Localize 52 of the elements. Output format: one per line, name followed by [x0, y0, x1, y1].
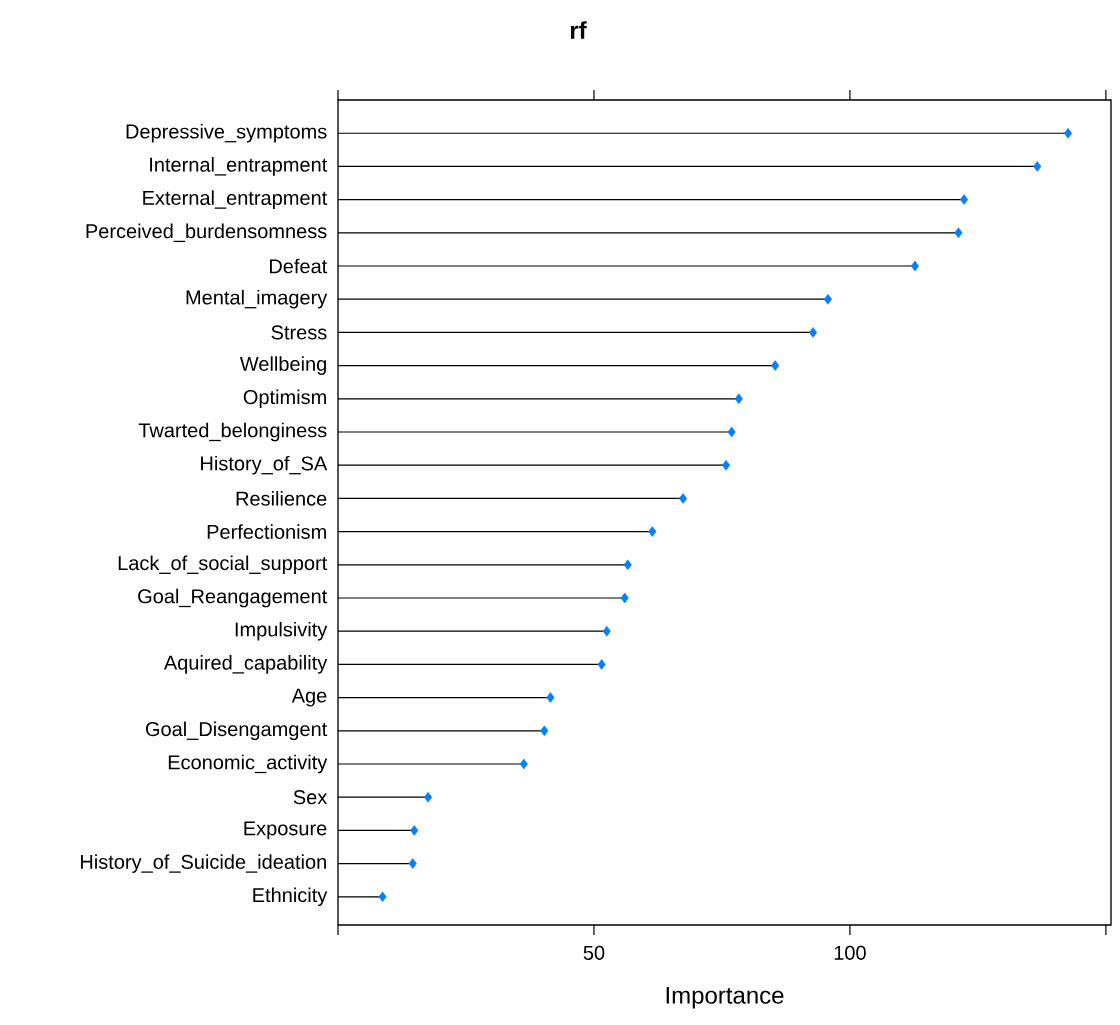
- point: [679, 493, 688, 504]
- chart-title: rf: [570, 21, 587, 39]
- y-tick-label: Goal_Disengamgent: [145, 721, 328, 741]
- point: [408, 858, 417, 869]
- point: [1033, 161, 1042, 172]
- point: [734, 393, 743, 405]
- y-tick-label: Ethnicity: [253, 887, 328, 907]
- point: [546, 692, 555, 703]
- y-tick-label: Twarted_belonginess: [138, 422, 327, 442]
- point: [540, 725, 549, 737]
- point: [623, 559, 632, 571]
- point: [620, 592, 629, 604]
- point: [519, 758, 528, 770]
- y-tick-label: Aquired_capability: [163, 655, 328, 674]
- y-tick-label: Mental_imagery: [186, 289, 328, 309]
- point: [809, 327, 818, 338]
- point: [410, 825, 419, 836]
- y-tick-label: Economic_activity: [168, 754, 328, 774]
- x-axis-title: Importance: [666, 987, 784, 1009]
- y-tick-label: Stress: [271, 325, 327, 340]
- y-tick-label: External_entrapment: [143, 190, 328, 209]
- y-tick-label: Goal_Reangagement: [138, 588, 328, 608]
- y-tick-label: Defeat: [270, 258, 328, 274]
- y-tick-label: Sex: [293, 790, 328, 805]
- point: [424, 791, 433, 803]
- point: [727, 426, 736, 438]
- point: [910, 260, 919, 272]
- x-tick-label: 100: [834, 945, 866, 960]
- y-tick-label: Perfectionism: [207, 524, 326, 539]
- point: [602, 625, 611, 637]
- y-tick-label: Internal_entrapment: [150, 157, 328, 176]
- y-tick-label: Resilience: [236, 491, 327, 506]
- y-tick-label: Depressive_symptoms: [126, 123, 327, 143]
- y-tick-label: Exposure: [244, 821, 327, 840]
- point: [378, 891, 387, 903]
- point: [648, 526, 657, 537]
- point: [771, 360, 780, 371]
- point: [960, 194, 969, 205]
- point: [954, 227, 963, 239]
- point: [823, 293, 832, 305]
- y-tick-label: Age: [291, 688, 327, 707]
- x-tick-label: 50: [583, 945, 605, 960]
- y-tick-label: Perceived_burdensomness: [86, 223, 327, 243]
- point: [1063, 127, 1073, 139]
- y-tick-label: Lack_of_social_support: [118, 555, 328, 575]
- y-tick-label: History_of_Suicide_ideation: [80, 854, 326, 873]
- point: [597, 659, 606, 670]
- y-tick-label: Impulsivity: [235, 621, 328, 641]
- point: [722, 459, 731, 471]
- y-tick-label: Optimism: [243, 389, 326, 409]
- y-tick-label: Wellbeing: [239, 356, 326, 375]
- y-tick-label: History_of_SA: [201, 455, 328, 475]
